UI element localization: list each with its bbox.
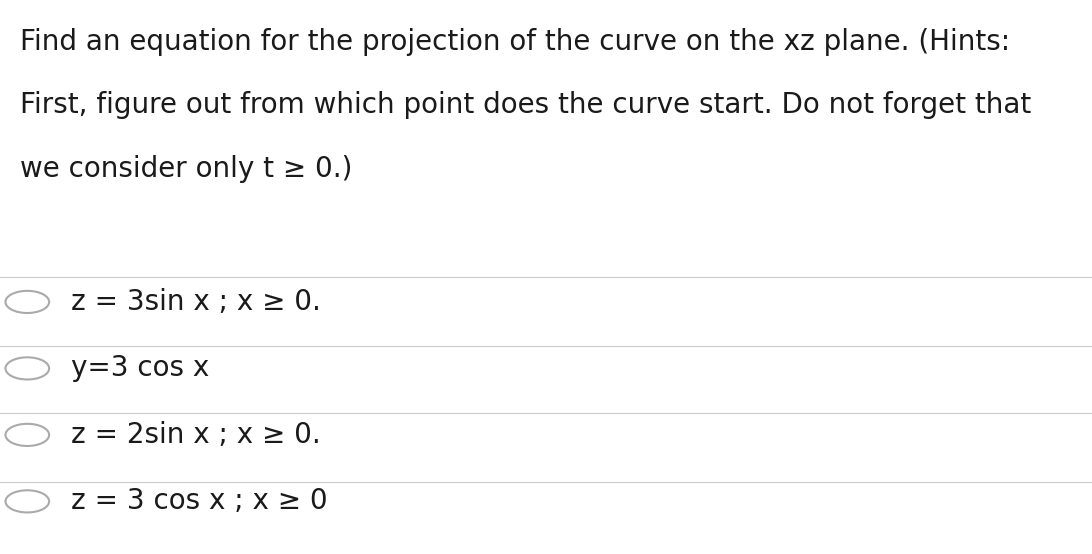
Text: First, figure out from which point does the curve start. Do not forget that: First, figure out from which point does … bbox=[20, 91, 1031, 120]
Text: z = 2sin x ; x ≥ 0.: z = 2sin x ; x ≥ 0. bbox=[71, 421, 321, 449]
Text: we consider only t ≥ 0.): we consider only t ≥ 0.) bbox=[20, 155, 352, 183]
Text: y=3 cos x: y=3 cos x bbox=[71, 355, 210, 382]
Text: z = 3sin x ; x ≥ 0.: z = 3sin x ; x ≥ 0. bbox=[71, 288, 321, 316]
Text: Find an equation for the projection of the curve on the xz plane. (Hints:: Find an equation for the projection of t… bbox=[20, 28, 1010, 56]
Text: z = 3 cos x ; x ≥ 0: z = 3 cos x ; x ≥ 0 bbox=[71, 488, 328, 515]
